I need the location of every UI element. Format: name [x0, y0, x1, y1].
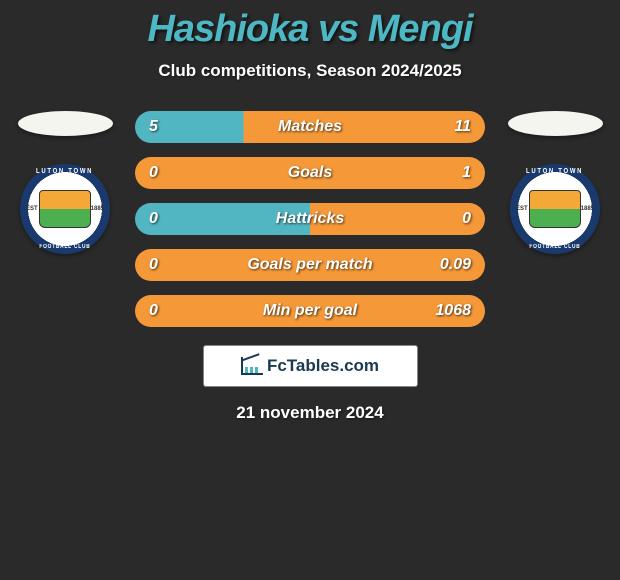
stat-left-value: 5	[149, 118, 158, 136]
right-player-photo	[508, 111, 603, 136]
stat-bar: 0 Hattricks 0	[135, 203, 485, 235]
stat-bar: 0 Goals per match 0.09	[135, 249, 485, 281]
stat-right-value: 1068	[435, 302, 471, 320]
brand-text: FcTables.com	[267, 356, 379, 376]
page-title: Hashioka vs Mengi	[0, 0, 620, 51]
badge-text: FOOTBALL CLUB	[39, 244, 90, 250]
subtitle: Club competitions, Season 2024/2025	[0, 61, 620, 81]
badge-year: 1885	[581, 206, 594, 212]
stat-right-value: 1	[462, 164, 471, 182]
chart-icon	[241, 357, 263, 375]
stat-bar: 0 Goals 1	[135, 157, 485, 189]
date-label: 21 november 2024	[0, 403, 620, 423]
stat-right-value: 11	[454, 118, 471, 136]
stats-column: 5 Matches 11 0 Goals 1 0 Hattricks 0 0 Goals per m…	[135, 111, 485, 327]
stat-left-value: 0	[149, 302, 158, 320]
stat-bar: 0 Min per goal 1068	[135, 295, 485, 327]
stat-label: Goals	[288, 164, 332, 182]
left-club-badge: LUTON TOWN EST 1885 FOOTBALL CLUB	[20, 164, 110, 254]
badge-year: 1885	[91, 206, 104, 212]
left-player-col: LUTON TOWN EST 1885 FOOTBALL CLUB	[10, 111, 120, 254]
badge-text: LUTON TOWN	[526, 168, 583, 175]
badge-est: EST	[516, 206, 528, 212]
left-player-photo	[18, 111, 113, 136]
stat-bar: 5 Matches 11	[135, 111, 485, 143]
stat-label: Hattricks	[276, 210, 344, 228]
comparison-widget: Hashioka vs Mengi Club competitions, Sea…	[0, 0, 620, 423]
stat-left-value: 0	[149, 210, 158, 228]
stat-left-value: 0	[149, 164, 158, 182]
brand-logo-wrap: FcTables.com	[0, 345, 620, 387]
stat-right-value: 0.09	[440, 256, 471, 274]
brand-logo[interactable]: FcTables.com	[203, 345, 418, 387]
content-area: LUTON TOWN EST 1885 FOOTBALL CLUB 5 Match…	[0, 111, 620, 327]
stat-label: Goals per match	[247, 256, 372, 274]
badge-text: FOOTBALL CLUB	[529, 244, 580, 250]
stat-label: Matches	[278, 118, 342, 136]
badge-est: EST	[26, 206, 38, 212]
badge-text: LUTON TOWN	[36, 168, 93, 175]
stat-right-value: 0	[462, 210, 471, 228]
stat-label: Min per goal	[263, 302, 357, 320]
right-player-col: LUTON TOWN EST 1885 FOOTBALL CLUB	[500, 111, 610, 254]
right-club-badge: LUTON TOWN EST 1885 FOOTBALL CLUB	[510, 164, 600, 254]
stat-left-value: 0	[149, 256, 158, 274]
